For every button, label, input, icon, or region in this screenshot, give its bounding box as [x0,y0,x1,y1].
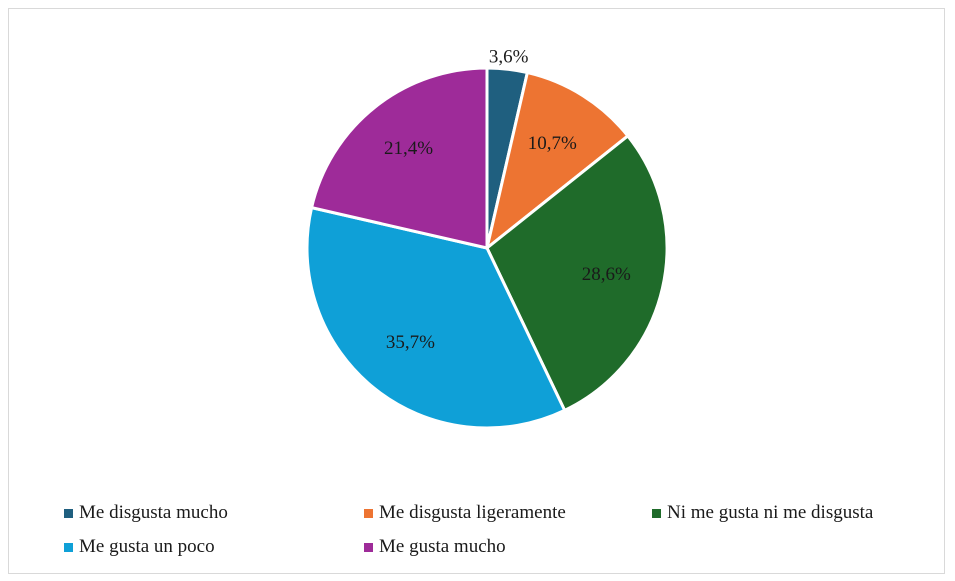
data-label-me-gusta-un-poco: 35,7% [386,332,435,353]
pie-slice-me-gusta-un-poco [305,205,567,430]
legend-label: Me disgusta ligeramente [379,502,566,523]
legend-row-1: Me disgusta mucho Me disgusta ligerament… [64,496,944,530]
legend-label: Ni me gusta ni me disgusta [667,502,874,523]
pie-slice-me-gusta-mucho [309,66,489,250]
pie-slice-me-disgusta-ligeramente [484,70,630,252]
legend-row-2: Me gusta un poco Me gusta mucho [64,530,944,564]
legend: Me disgusta mucho Me disgusta ligerament… [64,496,944,564]
legend-label: Me gusta mucho [379,536,506,557]
legend-swatch [652,508,661,518]
data-label-me-gusta-mucho: 21,4% [384,138,433,159]
legend-label: Me disgusta mucho [79,502,228,523]
legend-item-me-disgusta-mucho: Me disgusta mucho [64,502,364,524]
pie-labels: 3,6% 10,7% 28,6% 35,7% 21,4% [384,46,631,353]
legend-swatch [364,508,373,518]
data-label-me-disgusta-ligeramente: 10,7% [528,133,577,154]
legend-swatch [64,508,73,518]
legend-item-me-gusta-un-poco: Me gusta un poco [64,536,364,558]
data-label-me-disgusta-mucho: 3,6% [489,46,529,67]
legend-swatch [364,542,373,552]
legend-swatch [64,542,73,552]
pie-slices [305,66,669,430]
legend-label: Me gusta un poco [79,536,215,557]
legend-item-me-disgusta-ligeramente: Me disgusta ligeramente [364,502,652,524]
legend-item-ni-me-gusta-ni-me-disgusta: Ni me gusta ni me disgusta [652,502,873,524]
legend-item-me-gusta-mucho: Me gusta mucho [364,536,506,558]
data-label-ni-me-gusta-ni-me-disgusta: 28,6% [582,264,631,285]
